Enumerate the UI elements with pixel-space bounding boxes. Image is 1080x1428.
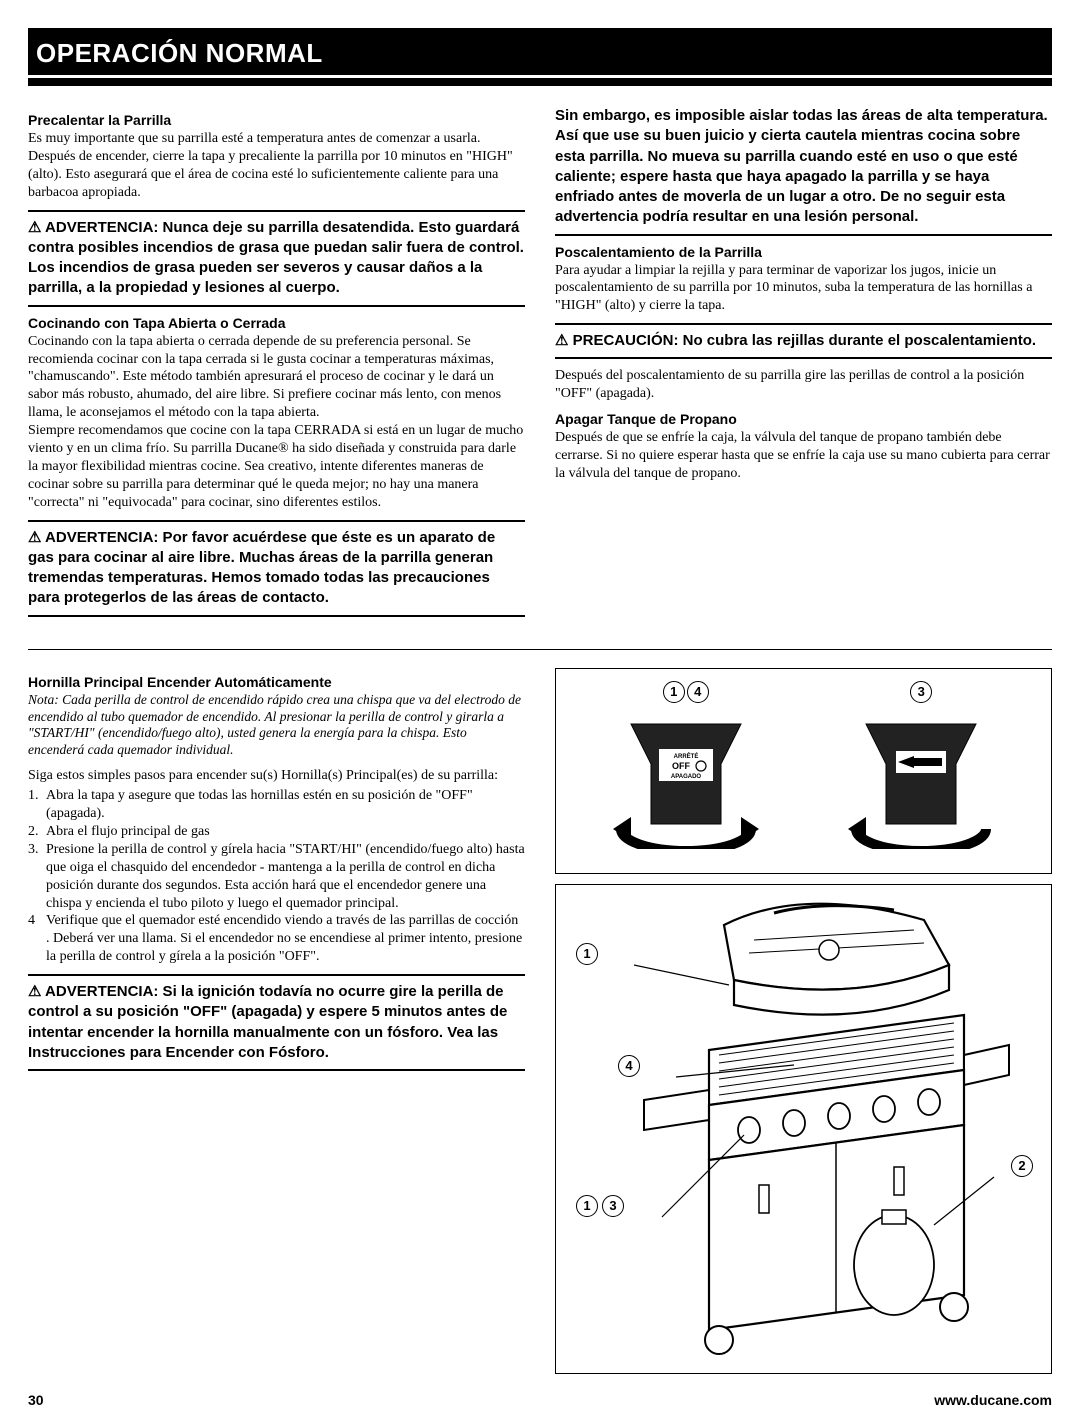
callout-1: 1 — [663, 681, 685, 703]
knob-push-icon — [836, 709, 1006, 849]
heading-preheat: Precalentar la Parrilla — [28, 112, 525, 128]
knob-left: 14 ARRÊTÉ OFF APAGADO — [601, 681, 771, 854]
text-postheat: Para ayudar a limpiar la rejilla y para … — [555, 262, 1052, 316]
warning-unattended: ⚠ ADVERTENCIA: Nunca deje su parrilla de… — [28, 210, 525, 307]
upper-columns: Precalentar la Parrilla Es muy important… — [28, 106, 1052, 625]
footer: 30 www.ducane.com — [28, 1392, 1052, 1408]
page-number: 30 — [28, 1392, 44, 1408]
text-lid-a: Cocinando con la tapa abierta o cerrada … — [28, 333, 525, 423]
page-title: OPERACIÓN NORMAL — [36, 38, 1044, 69]
callout-g4: 4 — [618, 1055, 640, 1077]
text-lid-b: Siempre recomendamos que cocine con la t… — [28, 422, 525, 512]
step-2: 2.Abra el flujo principal de gas — [28, 823, 525, 841]
knob-right: 3 — [836, 681, 1006, 854]
note-ignite: Nota: Cada perilla de control de encendi… — [28, 692, 525, 760]
header-inner: OPERACIÓN NORMAL — [28, 34, 1052, 78]
lower-left: Hornilla Principal Encender Automáticame… — [28, 668, 525, 1374]
warning-text: ⚠ ADVERTENCIA: Nunca deje su parrilla de… — [28, 219, 524, 297]
step-4: 4Verifique que el quemador esté encendid… — [28, 912, 525, 966]
page: OPERACIÓN NORMAL Precalentar la Parrilla… — [0, 0, 1080, 1428]
warning-text: ⚠ ADVERTENCIA: Por favor acuérdese que é… — [28, 529, 495, 607]
svg-text:ARRÊTÉ: ARRÊTÉ — [673, 752, 698, 760]
callout-g1b: 1 — [576, 1195, 598, 1217]
heading-lid: Cocinando con Tapa Abierta o Cerrada — [28, 315, 525, 331]
lower-columns: Hornilla Principal Encender Automáticame… — [28, 668, 1052, 1374]
knob-icon: ARRÊTÉ OFF APAGADO — [601, 709, 771, 849]
callout-3: 3 — [910, 681, 932, 703]
header-band: OPERACIÓN NORMAL — [28, 28, 1052, 86]
warning-ignition: ⚠ ADVERTENCIA: Si la ignición todavía no… — [28, 974, 525, 1071]
callout-g3b: 3 — [602, 1195, 624, 1217]
callout-g1: 1 — [576, 943, 598, 965]
warning-text: Sin embargo, es imposible aislar todas l… — [555, 107, 1048, 225]
warning-outdoor: ⚠ ADVERTENCIA: Por favor acuérdese que é… — [28, 520, 525, 617]
heading-postheat: Poscalentamiento de la Parrilla — [555, 244, 1052, 260]
warning-text: ⚠ ADVERTENCIA: Si la ignición todavía no… — [28, 983, 507, 1061]
grill-icon — [594, 895, 1014, 1355]
callout-4: 4 — [687, 681, 709, 703]
steps-list: 1.Abra la tapa y asegure que todas las h… — [28, 787, 525, 966]
intro-steps: Siga estos simples pasos para encender s… — [28, 767, 525, 785]
caution-grates: ⚠ PRECAUCIÓN: No cubra las rejillas dura… — [555, 323, 1052, 359]
right-column: Sin embargo, es imposible aislar todas l… — [555, 106, 1052, 625]
step-3: 3.Presione la perilla de control y gírel… — [28, 841, 525, 913]
text-tank: Después de que se enfríe la caja, la vál… — [555, 429, 1052, 483]
svg-text:OFF: OFF — [672, 761, 690, 771]
divider — [28, 649, 1052, 650]
footer-url: www.ducane.com — [934, 1392, 1052, 1408]
lower-right: 14 ARRÊTÉ OFF APAGADO — [555, 668, 1052, 1374]
grill-diagram: 1 4 2 1 3 — [555, 884, 1052, 1374]
step-1: 1.Abra la tapa y asegure que todas las h… — [28, 787, 525, 823]
left-column: Precalentar la Parrilla Es muy important… — [28, 106, 525, 625]
text-off: Después del poscalentamiento de su parri… — [555, 367, 1052, 403]
warning-continuation: Sin embargo, es imposible aislar todas l… — [555, 106, 1052, 236]
heading-auto-ignite: Hornilla Principal Encender Automáticame… — [28, 674, 525, 690]
svg-text:APAGADO: APAGADO — [671, 774, 702, 780]
callout-g2: 2 — [1011, 1155, 1033, 1177]
warning-text: ⚠ PRECAUCIÓN: No cubra las rejillas dura… — [555, 332, 1036, 349]
knob-diagram: 14 ARRÊTÉ OFF APAGADO — [555, 668, 1052, 874]
text-preheat: Es muy importante que su parrilla esté a… — [28, 130, 525, 202]
heading-tank: Apagar Tanque de Propano — [555, 411, 1052, 427]
